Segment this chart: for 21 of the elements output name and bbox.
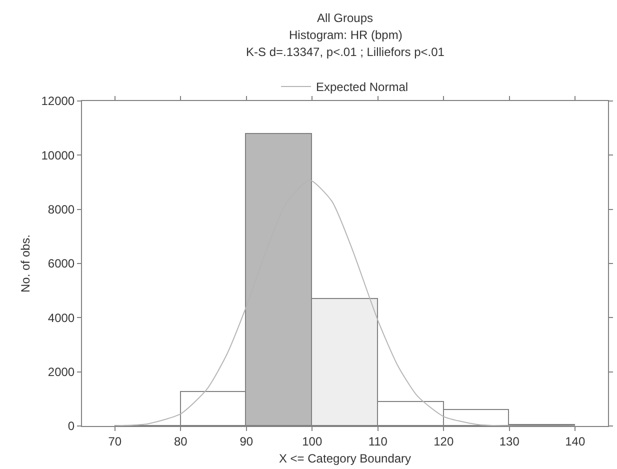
x-axis-title: X <= Category Boundary <box>278 451 412 466</box>
y-tick-label: 6000 <box>48 256 75 271</box>
y-tick-label: 4000 <box>48 310 75 325</box>
y-axis-title: No. of obs. <box>18 234 33 293</box>
y-tick-label: 0 <box>68 419 75 434</box>
chart-subtitle: Histogram: HR (bpm) <box>289 28 402 42</box>
y-tick-label: 8000 <box>48 202 75 217</box>
chart-title: All Groups <box>317 11 374 25</box>
x-tick-label: 100 <box>302 434 322 448</box>
legend-label: Expected Normal <box>316 80 408 94</box>
y-tick-label: 10000 <box>41 148 75 162</box>
x-tick-label: 110 <box>368 434 388 448</box>
y-tick-label: 12000 <box>41 94 75 108</box>
x-tick-label: 90 <box>240 434 254 448</box>
x-tick-label: 120 <box>434 434 454 448</box>
x-tick-label: 80 <box>174 434 188 448</box>
x-tick-label: 130 <box>499 434 520 448</box>
text: K-S d=.13347, p<.01 ; Lilliefors p<.01 <box>246 45 445 59</box>
x-tick-label: 70 <box>108 434 122 448</box>
x-tick-label: 140 <box>565 434 586 448</box>
y-tick-label: 2000 <box>48 365 75 380</box>
